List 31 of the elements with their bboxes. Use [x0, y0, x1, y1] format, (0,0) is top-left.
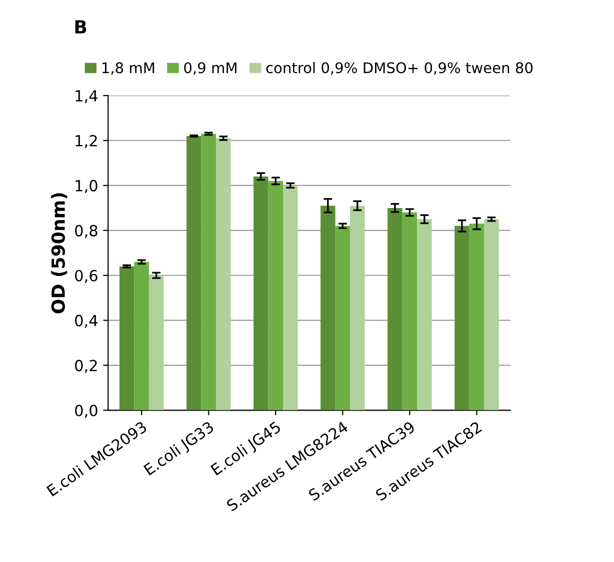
bar — [454, 226, 470, 410]
legend-label: control 0,9% DMSO+ 0,9% tween 80 — [266, 62, 533, 75]
bar — [216, 138, 231, 410]
bar — [388, 208, 402, 410]
y-tick-label: 1,0 — [76, 180, 98, 194]
y-tick-label: 0,4 — [75, 314, 98, 328]
y-tick-label: 0,8 — [75, 224, 98, 238]
bar — [134, 262, 149, 410]
bar — [148, 275, 164, 410]
bar — [283, 185, 298, 410]
bar — [201, 134, 216, 410]
y-tick-label: 0,2 — [75, 360, 97, 373]
legend-label: 0,9 mM — [184, 62, 236, 75]
bar — [254, 176, 268, 410]
bar — [320, 206, 336, 410]
bar — [469, 224, 484, 410]
bar — [119, 266, 134, 410]
chart-title: B — [75, 20, 86, 34]
y-tick-label: 1,2 — [76, 134, 97, 148]
legend-label: 1,8 mM — [102, 62, 154, 75]
bar — [335, 226, 350, 410]
bar — [484, 219, 499, 410]
bar — [350, 206, 365, 410]
y-tick-label: 0,0 — [75, 404, 98, 418]
y-tick-label: 0,6 — [75, 270, 98, 283]
bar — [268, 180, 284, 410]
bar — [417, 219, 432, 410]
bar — [402, 212, 418, 410]
y-tick-label: 1,4 — [76, 90, 98, 104]
y-axis-title: OD (590nm) — [51, 193, 68, 314]
bar — [186, 136, 202, 410]
